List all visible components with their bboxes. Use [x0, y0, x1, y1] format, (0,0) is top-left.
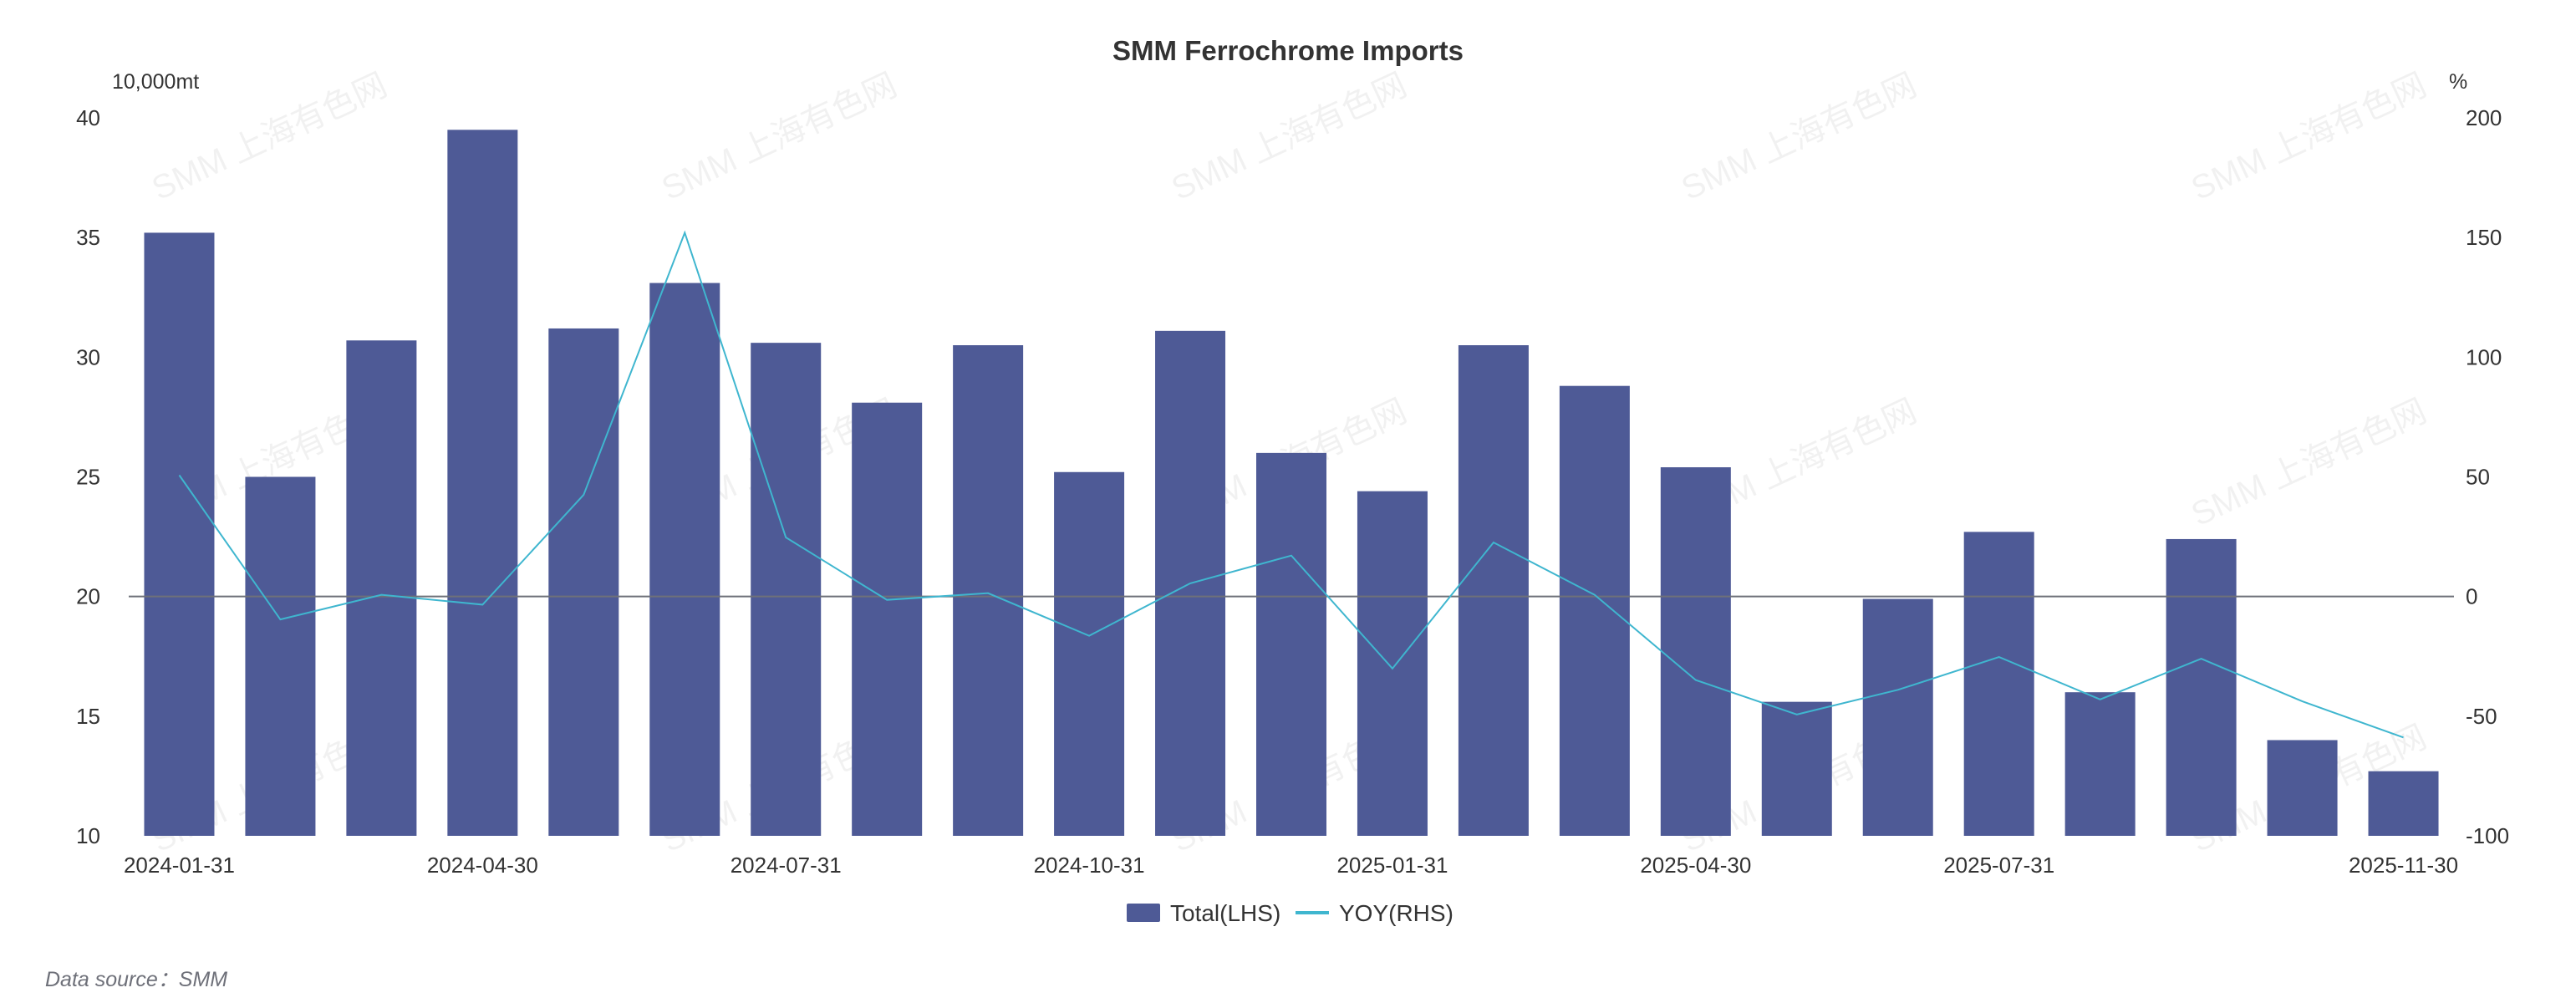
bar	[1458, 345, 1529, 836]
left-tick-label: 20	[76, 584, 100, 609]
left-tick-label: 15	[76, 704, 100, 729]
legend[interactable]: Total(LHS) YOY(RHS)	[1127, 900, 1453, 926]
bar	[1963, 532, 2034, 836]
right-axis-unit: %	[2449, 70, 2467, 94]
x-tick-label: 2024-01-31	[124, 853, 235, 878]
bar	[2166, 538, 2237, 836]
bar-series	[144, 130, 2439, 837]
legend-item-yoy[interactable]: YOY(RHS)	[1296, 900, 1453, 926]
right-tick-label: 150	[2466, 225, 2502, 250]
bar	[953, 345, 1024, 836]
bar	[1054, 471, 1125, 836]
line-series	[178, 230, 2404, 739]
watermark: SMM 上海有色网	[1166, 67, 1413, 208]
bar	[1357, 491, 1428, 836]
bar	[1256, 452, 1326, 836]
left-axis: 10 15 20 25 30 35 40	[76, 105, 100, 848]
left-tick-label: 10	[76, 823, 100, 848]
bar	[1660, 467, 1731, 836]
bar	[751, 343, 822, 836]
x-tick-label: 2025-07-31	[1943, 853, 2054, 878]
right-tick-label: 0	[2466, 584, 2477, 609]
legend-label-yoy: YOY(RHS)	[1339, 900, 1453, 926]
x-tick-label: 2025-04-30	[1640, 853, 1751, 878]
right-tick-label: -100	[2466, 823, 2509, 848]
bar	[447, 130, 518, 837]
chart-title: SMM Ferrochrome Imports	[1112, 35, 1464, 66]
x-tick-label: 2024-04-30	[427, 853, 538, 878]
left-tick-label: 25	[76, 465, 100, 490]
bar	[2368, 771, 2439, 836]
data-source: Data source：SMM	[45, 968, 228, 991]
bar	[1761, 701, 1832, 836]
bar	[1862, 598, 1933, 836]
bar	[346, 340, 417, 836]
left-tick-label: 40	[76, 105, 100, 130]
legend-item-total[interactable]: Total(LHS)	[1127, 900, 1280, 926]
bar	[245, 476, 316, 836]
right-tick-label: 100	[2466, 344, 2502, 369]
left-axis-unit: 10,000mt	[112, 70, 199, 94]
bar	[852, 402, 923, 836]
legend-bar-swatch	[1127, 904, 1160, 922]
x-tick-label: 2024-07-31	[731, 853, 842, 878]
x-tick-label: 2024-10-31	[1034, 853, 1145, 878]
right-tick-label: 50	[2466, 465, 2490, 490]
watermark: SMM 上海有色网	[2186, 67, 2432, 208]
right-axis: -100 -50 0 50 100 150 200	[2466, 105, 2509, 848]
watermark: SMM 上海有色网	[2186, 393, 2432, 534]
left-tick-label: 35	[76, 225, 100, 250]
right-tick-label: 200	[2466, 105, 2502, 130]
bar	[2267, 740, 2338, 836]
watermark: SMM 上海有色网	[1676, 67, 1922, 208]
watermark: SMM 上海有色网	[656, 67, 903, 208]
bar	[2064, 692, 2136, 836]
bar	[548, 328, 619, 836]
x-tick-label: 2025-01-31	[1336, 853, 1448, 878]
x-axis: 2024-01-31 2024-04-30 2024-07-31 2024-10-31…	[124, 853, 2458, 878]
right-tick-label: -50	[2466, 704, 2497, 729]
bar	[649, 283, 720, 836]
left-tick-label: 30	[76, 344, 100, 369]
x-tick-label: 2025-11-30	[2349, 853, 2458, 878]
legend-label-total: Total(LHS)	[1170, 900, 1280, 926]
bar	[144, 232, 215, 836]
bar	[1559, 385, 1630, 836]
